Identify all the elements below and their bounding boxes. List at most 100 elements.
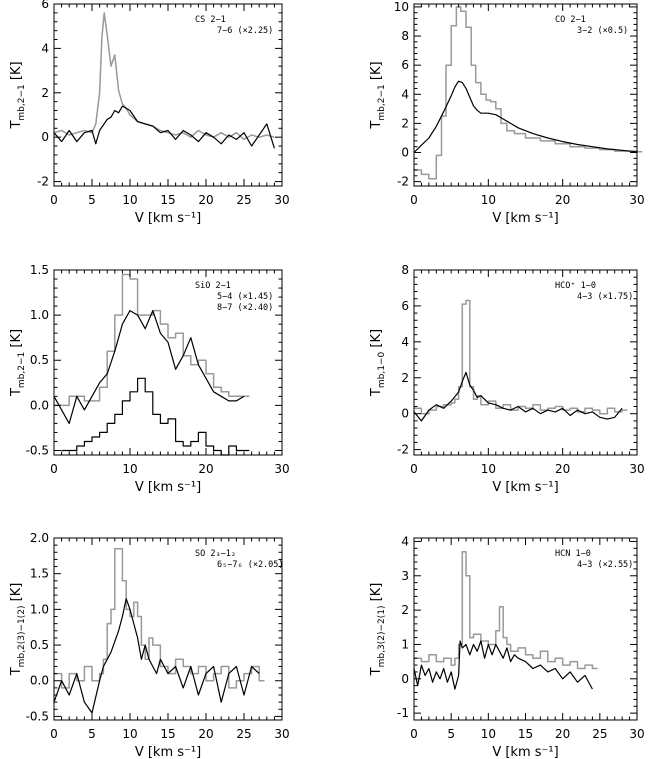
y-tick-label: 0.5: [30, 353, 49, 367]
y-axis-label: Tmb,2−1 [K]: [9, 61, 27, 129]
x-tick-label: 20: [198, 193, 213, 207]
panel-4-series-2: [413, 371, 623, 422]
x-tick-label: 0: [410, 727, 418, 741]
legend-entry: 4−3 (×1.75): [577, 292, 633, 302]
panel-6-series-1: [414, 550, 598, 670]
y-tick-label: 1.0: [30, 308, 49, 322]
x-tick-label: 10: [122, 193, 137, 207]
panel-3-series-3: [61, 377, 250, 456]
x-tick-label: 20: [555, 462, 570, 476]
panel-3: 0 10 20 30 -0.5 0.0 0.5 1.0 1.5 V [km s⁻¹] Tmb,2−1…: [9, 263, 290, 495]
y-tick-label: 0.0: [30, 674, 49, 688]
y-tick-label: -2: [397, 175, 409, 189]
x-tick-label: 10: [481, 727, 496, 741]
x-tick-label: 30: [274, 193, 289, 207]
y-tick-label: 6: [401, 58, 409, 72]
y-tick-label: 10: [394, 0, 409, 14]
y-tick-label: 0: [401, 407, 409, 421]
legend-entry: 5−4 (×1.45): [217, 292, 273, 302]
y-tick-label: 8: [401, 29, 409, 43]
x-tick-label: 25: [236, 193, 251, 207]
x-tick-label: 0: [50, 193, 58, 207]
x-tick-label: 20: [198, 727, 213, 741]
y-tick-label: 4: [401, 335, 409, 349]
x-tick-label: 5: [88, 193, 96, 207]
x-tick-label: 15: [160, 193, 175, 207]
y-axis-label: Tmb,1−0 [K]: [369, 329, 387, 397]
y-tick-label: 8: [401, 263, 409, 277]
y-tick-label: 6: [41, 0, 49, 11]
legend-entry: HCN 1−0: [555, 549, 591, 559]
x-tick-label: 0: [410, 193, 418, 207]
y-tick-label: 0: [401, 672, 409, 686]
legend-entry: CO 2−1: [555, 15, 586, 25]
x-tick-label: 30: [629, 193, 644, 207]
y-tick-label: -2: [397, 443, 409, 457]
x-tick-label: 10: [481, 193, 496, 207]
x-tick-label: 30: [274, 462, 289, 476]
x-tick-label: 20: [555, 727, 570, 741]
x-tick-label: 5: [447, 727, 455, 741]
panel-3-series-1: [54, 273, 250, 407]
panel-1-series-2: [53, 105, 275, 149]
y-tick-label: -1: [397, 706, 409, 720]
legend-entry: 4−3 (×2.55): [577, 560, 633, 570]
panel-2-series-2: [413, 80, 638, 153]
x-tick-label: 0: [410, 462, 418, 476]
x-tick-label: 0: [50, 727, 58, 741]
y-tick-label: 4: [41, 41, 49, 55]
x-axis-label: V [km s⁻¹]: [492, 211, 558, 226]
panel-5-series-2: [53, 598, 260, 714]
y-tick-label: 2: [401, 371, 409, 385]
legend-entry: 7−6 (×2.25): [217, 26, 273, 36]
y-tick-label: -0.5: [26, 709, 49, 723]
y-tick-label: 3: [401, 569, 409, 583]
y-tick-label: 6: [401, 299, 409, 313]
y-tick-label: 4: [401, 534, 409, 548]
x-tick-label: 25: [592, 727, 607, 741]
y-tick-label: 2: [41, 86, 49, 100]
y-tick-label: 1.0: [30, 602, 49, 616]
x-tick-label: 20: [198, 462, 213, 476]
y-tick-label: 1: [401, 637, 409, 651]
x-tick-label: 25: [236, 727, 251, 741]
x-axis-label: V [km s⁻¹]: [135, 745, 201, 759]
y-tick-label: 2: [401, 116, 409, 130]
y-axis-label: Tmb,3(2)−2(1) [K]: [369, 583, 387, 677]
legend-entry: HCO⁺ 1−0: [555, 281, 596, 291]
x-tick-label: 30: [274, 727, 289, 741]
x-axis-label: V [km s⁻¹]: [135, 211, 201, 226]
y-tick-label: 0.5: [30, 638, 49, 652]
x-tick-label: 5: [88, 727, 96, 741]
y-tick-label: 4: [401, 87, 409, 101]
x-axis-label: V [km s⁻¹]: [135, 480, 201, 495]
x-tick-label: 30: [629, 727, 644, 741]
legend-entry: 3−2 (×0.5): [577, 26, 628, 36]
panel-5: 0 5 10 15 20 25 30 -0.5 0.0 0.5 1.0 1.5 2.0 V [km s⁻¹…: [9, 531, 290, 759]
y-tick-label: 2.0: [30, 531, 49, 545]
y-tick-label: 0.0: [30, 398, 49, 412]
legend-entry: SiO 2−1: [195, 281, 231, 291]
y-tick-label: 2: [401, 603, 409, 617]
y-axis-label: Tmb,2−1 [K]: [369, 61, 387, 129]
panel-2-series-1: [414, 6, 643, 180]
x-tick-label: 15: [160, 727, 175, 741]
y-tick-label: -2: [37, 175, 49, 189]
y-axis-label: Tmb,2−1 [K]: [9, 329, 27, 397]
x-tick-label: 20: [555, 193, 570, 207]
x-tick-label: 0: [50, 462, 58, 476]
legend-entry: SO 2₃−1₂: [195, 549, 236, 559]
panel-6-series-2: [413, 640, 593, 690]
legend-entry: CS 2−1: [195, 15, 226, 25]
y-tick-label: -0.5: [26, 443, 49, 457]
y-axis-label: Tmb,2(3)−1(2) [K]: [9, 583, 27, 677]
y-tick-label: 0: [401, 146, 409, 160]
panel-3-series-2: [53, 310, 245, 424]
x-axis-label: V [km s⁻¹]: [492, 480, 558, 495]
y-tick-label: 1.5: [30, 263, 49, 277]
